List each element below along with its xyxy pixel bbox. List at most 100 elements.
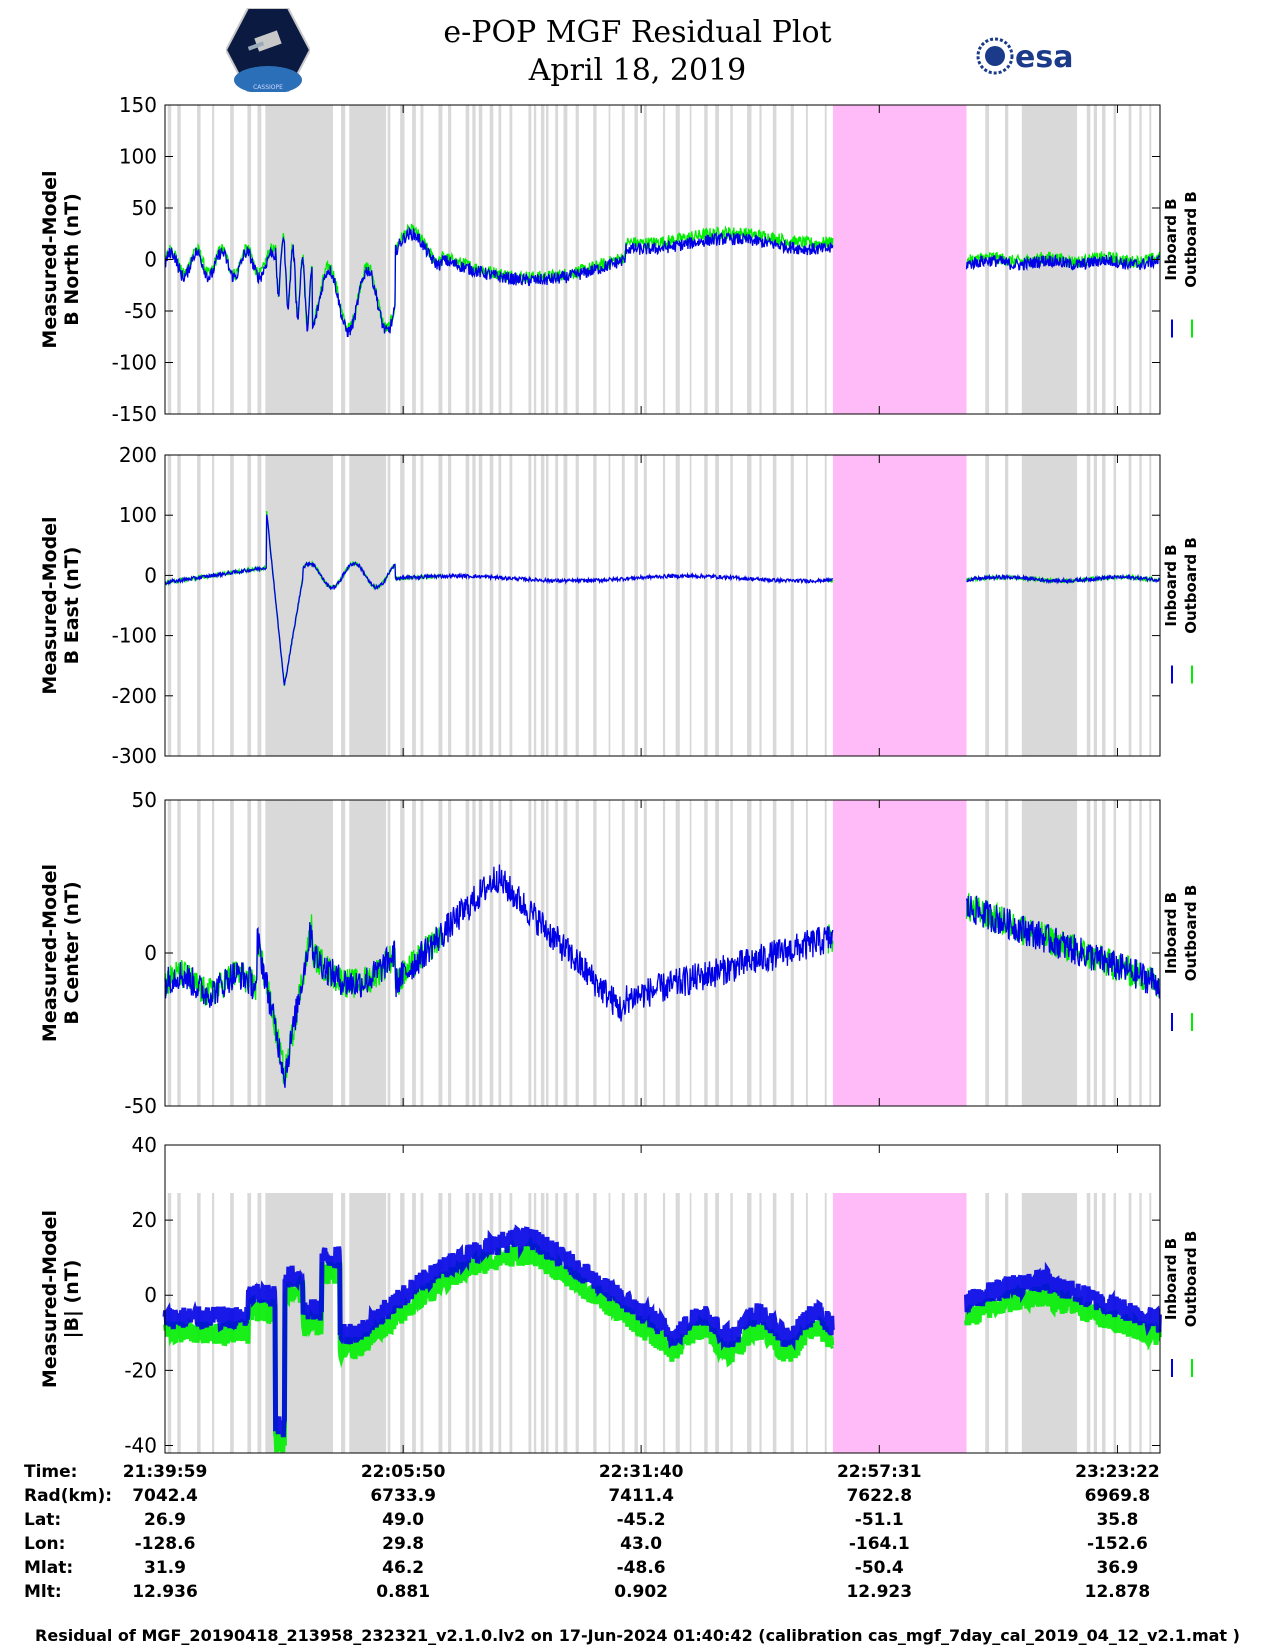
gray-stripe — [1022, 455, 1026, 756]
gray-stripe — [1128, 455, 1132, 756]
panel-1: 150 100 50 0 -50 -100 -150 Measured-ModelB Nort… — [39, 93, 1200, 426]
gray-stripe — [1093, 1193, 1098, 1453]
gray-stripe — [341, 800, 346, 1106]
gray-stripe — [1055, 455, 1060, 756]
y-axis-label: Measured-ModelB North (nT) — [39, 170, 83, 348]
info-value: 46.2 — [382, 1558, 425, 1578]
info-row: Mlt: 12.936 0.881 0.902 12.923 12.878 — [0, 1582, 1275, 1606]
gray-stripe — [412, 455, 416, 756]
gray-stripe — [1113, 800, 1117, 1106]
gray-stripe — [689, 105, 692, 414]
gray-stripe — [689, 800, 692, 1106]
gray-stripe — [759, 455, 762, 756]
axes-frame — [164, 454, 1161, 757]
gray-stripe — [465, 1193, 470, 1453]
gray-stripe — [1128, 800, 1132, 1106]
gray-stripe — [358, 455, 362, 756]
gray-stripe — [420, 455, 424, 756]
gray-stripe — [230, 455, 234, 756]
info-value: 7042.4 — [132, 1486, 198, 1506]
gray-stripe — [1004, 455, 1009, 756]
gray-stripe — [621, 800, 625, 1106]
gray-stripe — [621, 455, 625, 756]
gray-stripe — [265, 800, 269, 1106]
gray-stripe — [387, 455, 391, 756]
info-value: 35.8 — [1096, 1510, 1139, 1530]
gray-stripe — [197, 455, 201, 756]
gray-stripe — [1022, 800, 1026, 1106]
info-value: 0.881 — [376, 1582, 431, 1602]
gray-stripe — [257, 455, 262, 756]
gray-stripe — [1086, 1193, 1091, 1453]
gray-stripe — [1027, 455, 1031, 756]
gray-stripe — [528, 1193, 532, 1453]
legend: Inboard B Outboard B — [1162, 191, 1200, 288]
gray-stripe — [498, 800, 502, 1106]
gray-stripe — [387, 800, 391, 1106]
panel-2: 200 100 0 -100 -200 -300 Measured-ModelB East … — [39, 443, 1200, 768]
gray-stripe — [593, 800, 597, 1106]
gray-stripe — [448, 800, 452, 1106]
gray-stripe — [772, 105, 777, 414]
y-tick-label: -100 — [112, 351, 157, 375]
cassiope-logo-text: CASSIOPE — [253, 84, 283, 91]
info-value: -152.6 — [1087, 1534, 1148, 1554]
gray-stripe — [1004, 800, 1009, 1106]
gray-stripe — [555, 1193, 559, 1453]
gray-stripe — [1149, 455, 1152, 756]
gray-stripe — [478, 1193, 483, 1453]
gray-stripe — [1068, 1193, 1072, 1453]
info-value: 31.9 — [144, 1558, 186, 1578]
gray-stripe — [177, 800, 181, 1106]
gray-stripe — [634, 800, 638, 1106]
gray-stripe — [593, 1193, 597, 1453]
inboard-b-trace — [164, 864, 1161, 1088]
gray-stripe — [400, 105, 405, 414]
gray-stripe — [643, 105, 647, 414]
gray-stripe — [167, 455, 172, 756]
y-tick-label: 0 — [144, 248, 157, 272]
gray-stripe — [177, 105, 181, 414]
info-row-label: Time: — [24, 1462, 78, 1482]
y-tick-label: -300 — [112, 744, 157, 768]
gray-stripe — [247, 455, 252, 756]
gray-stripe — [247, 105, 252, 414]
info-value: 22:31:40 — [598, 1462, 684, 1482]
gray-stripe — [1068, 455, 1072, 756]
gray-stripe — [533, 455, 537, 756]
title-line-1: e-POP MGF Residual Plot — [443, 15, 832, 50]
info-value: -48.6 — [616, 1558, 666, 1578]
gray-stripe — [747, 455, 752, 756]
info-value: 0.902 — [614, 1582, 669, 1602]
gray-stripe — [540, 105, 545, 414]
gray-stripe — [212, 105, 215, 414]
gray-stripe — [1040, 800, 1045, 1106]
gray-stripe — [465, 800, 470, 1106]
gray-stripe — [759, 105, 762, 414]
info-value: 12.936 — [132, 1582, 198, 1602]
gray-stripe — [593, 105, 597, 414]
gray-stripe — [498, 455, 502, 756]
gray-stripe — [247, 800, 252, 1106]
gray-stripe — [546, 1193, 549, 1453]
inboard-b-trace — [164, 225, 1160, 338]
gray-stripe — [489, 455, 494, 756]
gray-stripe — [540, 1193, 545, 1453]
gray-stripe — [715, 800, 720, 1106]
gray-stripe — [1027, 1193, 1031, 1453]
gray-stripe — [1027, 800, 1031, 1106]
cassiope-logo: CASSIOPE — [226, 8, 310, 92]
info-value: 6969.8 — [1084, 1486, 1151, 1506]
gray-stripe — [489, 800, 494, 1106]
gray-region — [349, 800, 387, 1106]
gray-stripe — [824, 800, 827, 1106]
gray-stripe — [412, 105, 416, 414]
y-axis-label: Measured-Model|B| (nT) — [39, 1210, 83, 1388]
gray-stripe — [377, 105, 381, 414]
gray-stripe — [509, 105, 513, 414]
gray-stripe — [212, 1193, 215, 1453]
gray-stripe — [465, 105, 470, 414]
gray-stripe — [1139, 455, 1142, 756]
gray-stripe — [370, 105, 375, 414]
inboard-b-trace — [164, 514, 1160, 686]
